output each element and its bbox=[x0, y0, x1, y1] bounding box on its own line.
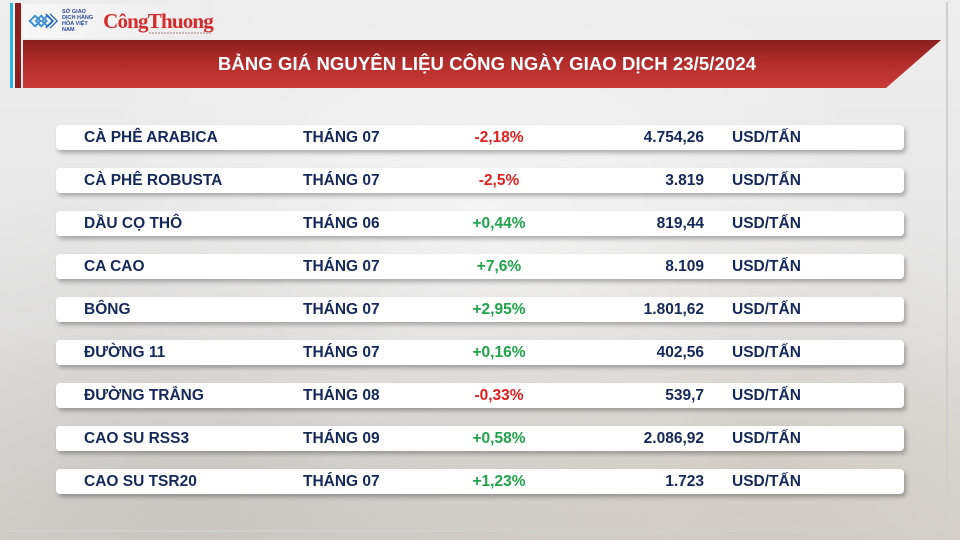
price-value: 819,44 bbox=[656, 215, 704, 232]
contract-month: THÁNG 07 bbox=[303, 172, 380, 189]
commodity-name: CAO SU TSR20 bbox=[84, 473, 197, 490]
title-banner bbox=[23, 40, 941, 88]
contract-month: THÁNG 07 bbox=[303, 258, 380, 275]
price-table: CÀ PHÊ ARABICA THÁNG 07 -2,18% 4.754,26 … bbox=[56, 125, 904, 512]
price-change: +2,95% bbox=[472, 301, 526, 318]
commodity-name: CA CAO bbox=[84, 258, 145, 275]
commodity-name: ĐƯỜNG 11 bbox=[84, 344, 166, 361]
price-value: 539,7 bbox=[665, 387, 704, 404]
commodity-name: DẦU CỌ THÔ bbox=[84, 215, 183, 232]
price-change: +0,58% bbox=[472, 430, 526, 447]
table-row: ĐƯỜNG TRẮNG THÁNG 08 -0,33% 539,7 USD/TẤ… bbox=[56, 383, 904, 408]
contract-month: THÁNG 08 bbox=[303, 387, 380, 404]
table-row: CAO SU RSS3 THÁNG 09 +0,58% 2.086,92 USD… bbox=[56, 426, 904, 451]
table-row: CA CAO THÁNG 07 +7,6% 8.109 USD/TẤN bbox=[56, 254, 904, 279]
org-name: SỞ GIAO DỊCH HÀNG HÓA VIỆT NAM bbox=[62, 9, 94, 33]
table-row: ĐƯỜNG 11 THÁNG 07 +0,16% 402,56 USD/TẤN bbox=[56, 340, 904, 365]
price-value: 1.801,62 bbox=[643, 301, 704, 318]
price-unit: USD/TẤN bbox=[732, 258, 801, 275]
price-change: +0,44% bbox=[472, 215, 526, 232]
contract-month: THÁNG 07 bbox=[303, 301, 380, 318]
price-unit: USD/TẤN bbox=[732, 344, 801, 361]
table-row: CÀ PHÊ ARABICA THÁNG 07 -2,18% 4.754,26 … bbox=[56, 125, 904, 150]
price-unit: USD/TẤN bbox=[732, 473, 801, 490]
price-unit: USD/TẤN bbox=[732, 387, 801, 404]
price-value: 4.754,26 bbox=[643, 129, 704, 146]
price-value: 1.723 bbox=[665, 473, 704, 490]
price-change: -0,33% bbox=[474, 387, 524, 404]
price-unit: USD/TẤN bbox=[732, 172, 801, 189]
logo-header: SỞ GIAO DỊCH HÀNG HÓA VIỆT NAM CôngThuon… bbox=[23, 4, 214, 38]
price-value: 8.109 bbox=[665, 258, 704, 275]
table-row: DẦU CỌ THÔ THÁNG 06 +0,44% 819,44 USD/TẤ… bbox=[56, 211, 904, 236]
price-change: +1,23% bbox=[472, 473, 526, 490]
commodity-name: CÀ PHÊ ARABICA bbox=[84, 129, 218, 146]
table-row: CÀ PHÊ ROBUSTA THÁNG 07 -2,5% 3.819 USD/… bbox=[56, 168, 904, 193]
price-value: 2.086,92 bbox=[643, 430, 704, 447]
table-row: BÔNG THÁNG 07 +2,95% 1.801,62 USD/TẤN bbox=[56, 297, 904, 322]
price-change: -2,18% bbox=[474, 129, 524, 146]
contract-month: THÁNG 06 bbox=[303, 215, 380, 232]
price-value: 402,56 bbox=[656, 344, 704, 361]
accent-bar-cyan bbox=[10, 3, 13, 88]
commodity-name: CAO SU RSS3 bbox=[84, 430, 190, 447]
brand-logo: CôngThuong bbox=[103, 8, 214, 34]
price-change: +0,16% bbox=[472, 344, 526, 361]
price-unit: USD/TẤN bbox=[732, 430, 801, 447]
contract-month: THÁNG 09 bbox=[303, 430, 380, 447]
commodity-name: ĐƯỜNG TRẮNG bbox=[84, 387, 204, 404]
price-change: -2,5% bbox=[478, 172, 520, 189]
contract-month: THÁNG 07 bbox=[303, 344, 380, 361]
frame-border bbox=[8, 2, 948, 532]
accent-bar-red bbox=[15, 3, 21, 88]
price-value: 3.819 bbox=[665, 172, 704, 189]
page-title: BẢNG GIÁ NGUYÊN LIỆU CÔNG NGÀY GIAO DỊCH… bbox=[217, 53, 757, 74]
price-unit: USD/TẤN bbox=[732, 215, 801, 232]
price-unit: USD/TẤN bbox=[732, 129, 801, 146]
vnx-logo-icon bbox=[28, 13, 59, 29]
contract-month: THÁNG 07 bbox=[303, 129, 380, 146]
commodity-name: CÀ PHÊ ROBUSTA bbox=[84, 172, 223, 189]
price-change: +7,6% bbox=[476, 258, 522, 275]
commodity-name: BÔNG bbox=[84, 301, 131, 318]
price-unit: USD/TẤN bbox=[732, 301, 801, 318]
contract-month: THÁNG 07 bbox=[303, 473, 380, 490]
table-row: CAO SU TSR20 THÁNG 07 +1,23% 1.723 USD/T… bbox=[56, 469, 904, 494]
